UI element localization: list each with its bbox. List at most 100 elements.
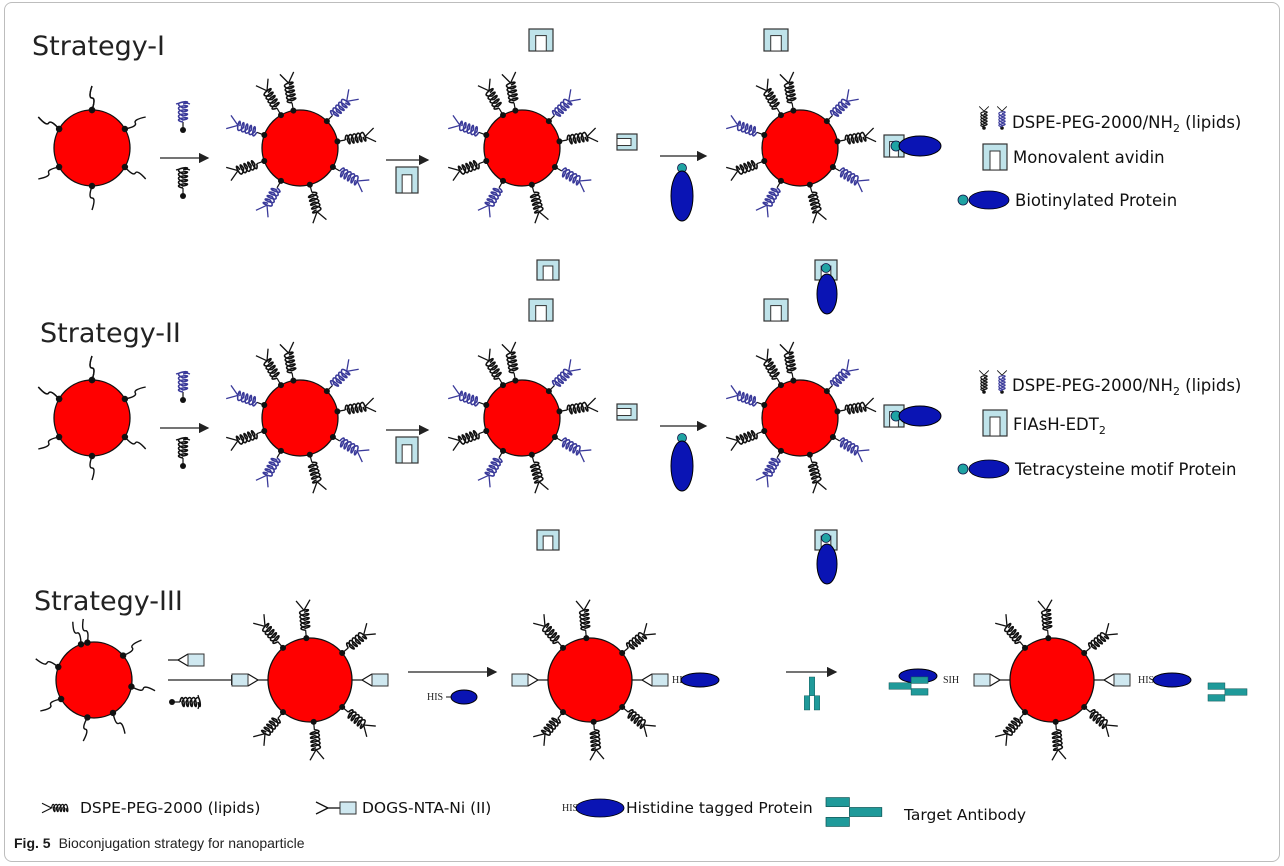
- lipid: [255, 348, 284, 389]
- lipid-pair-icon: [978, 106, 1008, 130]
- avidin: [616, 133, 638, 151]
- nanoparticle: [55, 641, 133, 719]
- lipid: [339, 623, 376, 657]
- his-tag-label: HIS: [427, 692, 443, 703]
- nanoparticle: [761, 379, 839, 457]
- legend-3-antibody-text: Target Antibody: [903, 806, 1026, 824]
- strategy-1-title: Strategy-I: [32, 31, 165, 62]
- legend-3-nta-text: DOGS-NTA-Ni (II): [362, 799, 491, 817]
- avidin: [536, 259, 560, 281]
- protein: [1152, 672, 1192, 688]
- lipid: [253, 709, 287, 746]
- lipid: [477, 177, 506, 218]
- avidin: [763, 28, 789, 52]
- nanoparticle: [267, 637, 353, 723]
- strategy-2-title: Strategy-II: [40, 318, 181, 349]
- nanoparticle: [261, 109, 339, 187]
- lipid: [226, 385, 268, 409]
- ligand-tail: [121, 433, 147, 450]
- lipid: [175, 100, 191, 133]
- ligand-tail: [88, 85, 96, 114]
- lipid: [995, 709, 1029, 746]
- lipid: [175, 166, 191, 199]
- lipid: [533, 709, 567, 746]
- protein: [670, 440, 694, 492]
- lipid: [551, 164, 592, 193]
- ligand-tail: [88, 452, 96, 481]
- lipid: [175, 436, 191, 469]
- ligand-tail: [40, 695, 65, 712]
- protein: [898, 405, 942, 427]
- ligand-tail: [88, 182, 96, 211]
- nta-ni: [511, 673, 548, 687]
- lipid: [477, 348, 506, 389]
- lipid: [834, 397, 877, 415]
- lipid: [755, 447, 784, 488]
- legend-3-his-text: Histidine tagged Protein: [626, 799, 813, 817]
- ligand-tail: [88, 355, 96, 384]
- figure-frame: [4, 2, 1280, 862]
- nta-ni: [632, 673, 669, 687]
- lipid: [323, 359, 359, 395]
- lipid: [528, 181, 549, 224]
- avidin: [528, 298, 554, 322]
- lipid: [226, 157, 268, 181]
- ligand-tail: [37, 116, 63, 133]
- avidin-icon: [982, 143, 1008, 171]
- lipid: [309, 718, 325, 761]
- lipid: [556, 127, 599, 145]
- protein: [680, 672, 720, 688]
- nanoparticle: [483, 379, 561, 457]
- nta-ni: [973, 673, 1010, 687]
- protein-icon: [957, 190, 1010, 210]
- lipid: [834, 127, 877, 145]
- lipid: [169, 694, 202, 710]
- lipid: [806, 451, 827, 494]
- lipid: [528, 451, 549, 494]
- his-tag-label: HIS: [672, 675, 688, 686]
- lipid: [448, 157, 490, 181]
- nta-ni: [168, 653, 205, 667]
- nta-ni-icon: [315, 801, 357, 815]
- lipid: [279, 341, 297, 384]
- protein: [450, 689, 478, 705]
- nta-ni: [1094, 673, 1131, 687]
- lipid: [545, 359, 581, 395]
- lipid: [1037, 599, 1053, 642]
- lipid-icon: [41, 802, 69, 814]
- lipid: [477, 447, 506, 488]
- lipid: [755, 177, 784, 218]
- avidin: [395, 436, 419, 464]
- lipid: [255, 177, 284, 218]
- lipid-pair-icon: [978, 370, 1008, 394]
- legend-2-fiash-text: FIAsH-EDT2: [1013, 415, 1106, 437]
- ligand-tail: [121, 163, 147, 180]
- ligand-tail: [121, 116, 146, 133]
- lipid: [556, 397, 599, 415]
- lipid: [806, 181, 827, 224]
- nanoparticle: [53, 109, 131, 187]
- lipid: [1081, 703, 1118, 737]
- lipid: [306, 181, 327, 224]
- avidin: [528, 28, 554, 52]
- lipid: [448, 385, 490, 409]
- lipid: [619, 703, 656, 737]
- avidin-icon: [982, 409, 1008, 437]
- nanoparticle: [761, 109, 839, 187]
- protein: [898, 135, 942, 157]
- his-protein-icon: HIS: [562, 798, 625, 818]
- scene: HIS HIS SIH HIS: [35, 28, 1248, 761]
- nanoparticle: [261, 379, 339, 457]
- lipid: [619, 623, 656, 657]
- ligand-tail: [35, 658, 62, 671]
- lipid: [334, 397, 377, 415]
- lipid: [755, 348, 784, 389]
- ligand-tail: [121, 386, 146, 403]
- lipid: [726, 427, 768, 451]
- lipid: [334, 127, 377, 145]
- lipid: [575, 599, 591, 642]
- legend-3-lipid-text: DSPE-PEG-2000 (lipids): [80, 799, 260, 817]
- ligand-tail: [37, 386, 63, 403]
- legend-1-protein-text: Biotinylated Protein: [1015, 191, 1177, 210]
- lipid: [545, 89, 581, 125]
